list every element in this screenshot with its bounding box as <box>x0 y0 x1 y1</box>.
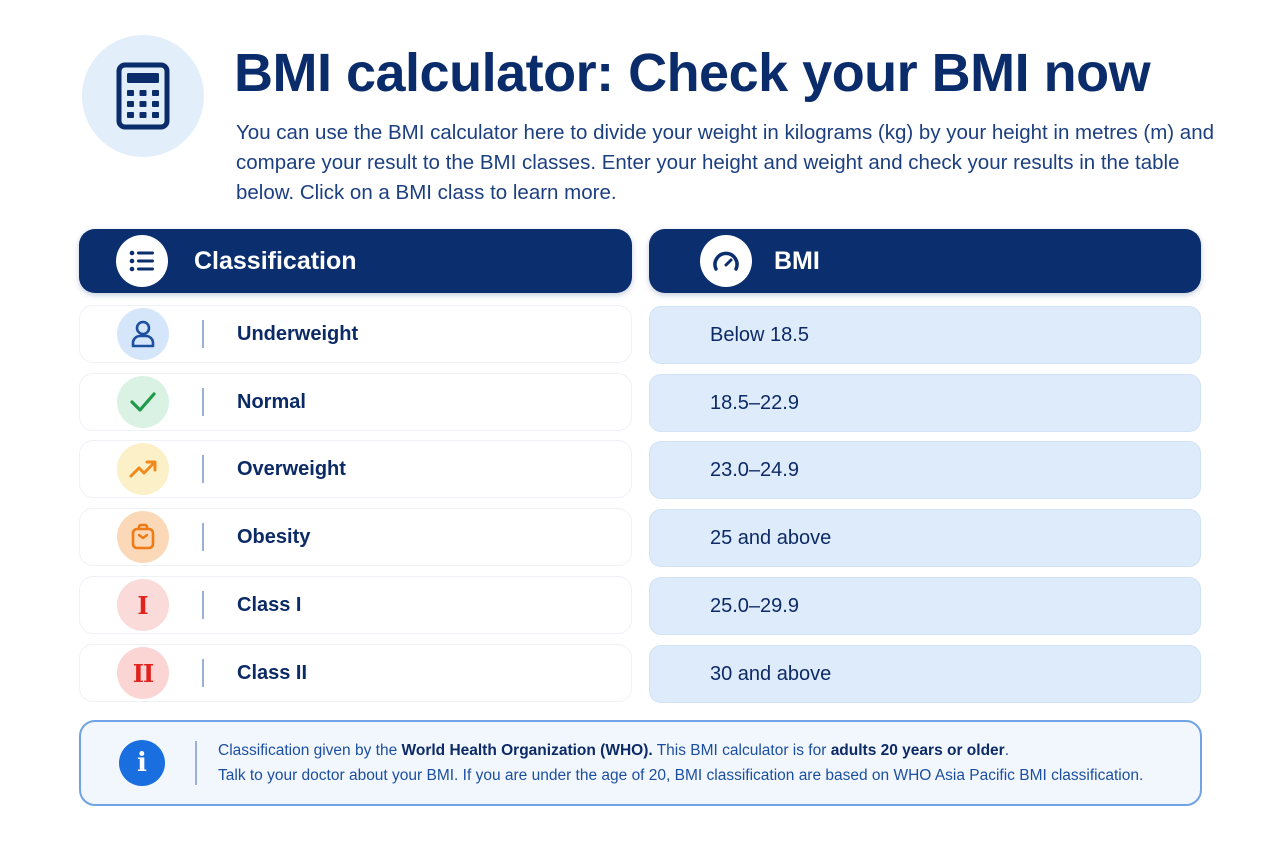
bmi-range-cell: 23.0–24.9 <box>649 441 1201 499</box>
classification-row-overweight[interactable]: Overweight <box>79 440 632 498</box>
trending-up-icon <box>117 443 169 495</box>
page-title: BMI calculator: Check your BMI now <box>234 43 1151 103</box>
bmi-range-value: Below 18.5 <box>710 323 809 346</box>
bmi-range-value: 23.0–24.9 <box>710 458 799 481</box>
list-icon <box>116 235 168 287</box>
classification-row-normal[interactable]: Normal <box>79 373 632 431</box>
classification-row-class-i[interactable]: I Class I <box>79 576 632 634</box>
calculator-icon <box>82 35 204 157</box>
bmi-column-header: BMI <box>649 229 1201 293</box>
row-divider <box>202 659 204 687</box>
row-divider <box>202 320 204 348</box>
classification-label: Underweight <box>237 322 359 345</box>
row-divider <box>202 455 204 483</box>
row-divider <box>202 523 204 551</box>
row-divider <box>202 388 204 416</box>
roman-two-icon: II <box>117 647 169 699</box>
classification-header-label: Classification <box>194 246 357 275</box>
info-text: Classification given by the World Health… <box>218 738 1143 788</box>
bmi-range-cell: 30 and above <box>649 645 1201 703</box>
checkmark-icon <box>117 376 169 428</box>
classification-row-class-ii[interactable]: II Class II <box>79 644 632 702</box>
info-line-1: Classification given by the World Health… <box>218 742 1010 759</box>
info-divider <box>195 741 197 785</box>
bmi-range-cell: 25 and above <box>649 509 1201 567</box>
classification-label: Class II <box>237 661 308 684</box>
page-description: You can use the BMI calculator here to d… <box>236 121 1215 204</box>
classification-row-underweight[interactable]: Underweight <box>79 305 632 363</box>
info-icon: i <box>119 740 165 786</box>
classification-row-obesity[interactable]: Obesity <box>79 508 632 566</box>
bmi-range-cell: 18.5–22.9 <box>649 374 1201 432</box>
bmi-header-label: BMI <box>774 246 820 275</box>
bmi-range-value: 18.5–22.9 <box>710 391 799 414</box>
roman-one-icon: I <box>117 579 169 631</box>
info-line-2: Talk to your doctor about your BMI. If y… <box>218 767 1144 784</box>
bmi-range-cell: Below 18.5 <box>649 306 1201 364</box>
bmi-range-value: 30 and above <box>710 662 832 685</box>
classification-label: Obesity <box>237 525 311 548</box>
classification-label: Normal <box>237 390 306 413</box>
classification-label: Class I <box>237 593 302 616</box>
gauge-icon <box>700 235 752 287</box>
clipboard-icon <box>117 511 169 563</box>
row-divider <box>202 591 204 619</box>
bmi-range-value: 25.0–29.9 <box>710 594 799 617</box>
classification-label: Overweight <box>237 457 346 480</box>
person-icon <box>117 308 169 360</box>
info-notice: i Classification given by the World Heal… <box>79 720 1202 806</box>
bmi-range-cell: 25.0–29.9 <box>649 577 1201 635</box>
classification-column-header: Classification <box>79 229 632 293</box>
bmi-range-value: 25 and above <box>710 526 832 549</box>
